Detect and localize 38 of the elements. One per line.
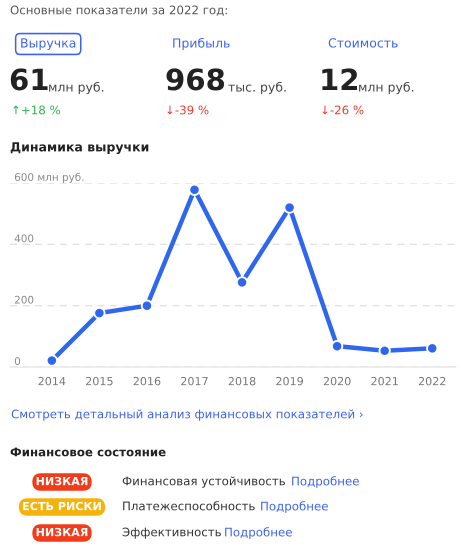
text: 61 xyxy=(10,68,48,90)
x-tick-label: 2015 xyxy=(86,376,113,386)
text: млн руб. xyxy=(49,82,104,94)
text: Стоимость xyxy=(328,38,398,48)
x-tick-label: 2014 xyxy=(38,376,66,386)
x-tick-label: 2021 xyxy=(371,376,398,386)
text: Подробнее xyxy=(292,476,359,488)
x-tick-label: 2019 xyxy=(276,376,303,386)
text: Финансовое состояние xyxy=(10,448,166,456)
chart-title: Динамика выручки xyxy=(10,142,148,154)
text: Прибыль xyxy=(173,38,230,50)
text: Финансовая устойчивость xyxy=(122,476,285,488)
text: ↓-26 % xyxy=(322,105,364,114)
text: тыс. руб. xyxy=(228,82,286,94)
text: млн руб. xyxy=(359,82,414,94)
text: 12 xyxy=(322,68,358,90)
text: ↑+18 % xyxy=(13,105,60,114)
text: Подробнее xyxy=(225,527,292,539)
text: НИЗКАЯ xyxy=(36,476,88,486)
text: Выручка xyxy=(21,38,76,50)
text: ↓-39 % xyxy=(167,105,208,114)
text: Платежеспособность xyxy=(123,501,255,510)
y-tick-label: 200 xyxy=(14,296,34,304)
x-tick-label: 2017 xyxy=(181,376,208,386)
text: НИЗКАЯ xyxy=(36,528,88,536)
text: 968 xyxy=(166,68,224,90)
x-tick-label: 2022 xyxy=(418,376,446,386)
text: Подробнее xyxy=(261,501,328,513)
y-tick-label: 0 xyxy=(14,357,20,365)
text: ЕСТЬ РИСКИ xyxy=(23,502,101,510)
text: Смотреть детальный анализ финансовых показателей › xyxy=(12,409,363,421)
text: Основные показатели за 2022 год: xyxy=(10,5,227,16)
text: Эффективность xyxy=(122,527,221,539)
y-tick-label: 600 млн руб. xyxy=(14,172,84,183)
x-tick-label: 2020 xyxy=(324,376,351,386)
x-tick-label: 2018 xyxy=(228,376,256,386)
y-tick-label: 400 xyxy=(14,234,34,242)
x-tick-label: 2016 xyxy=(134,376,160,386)
